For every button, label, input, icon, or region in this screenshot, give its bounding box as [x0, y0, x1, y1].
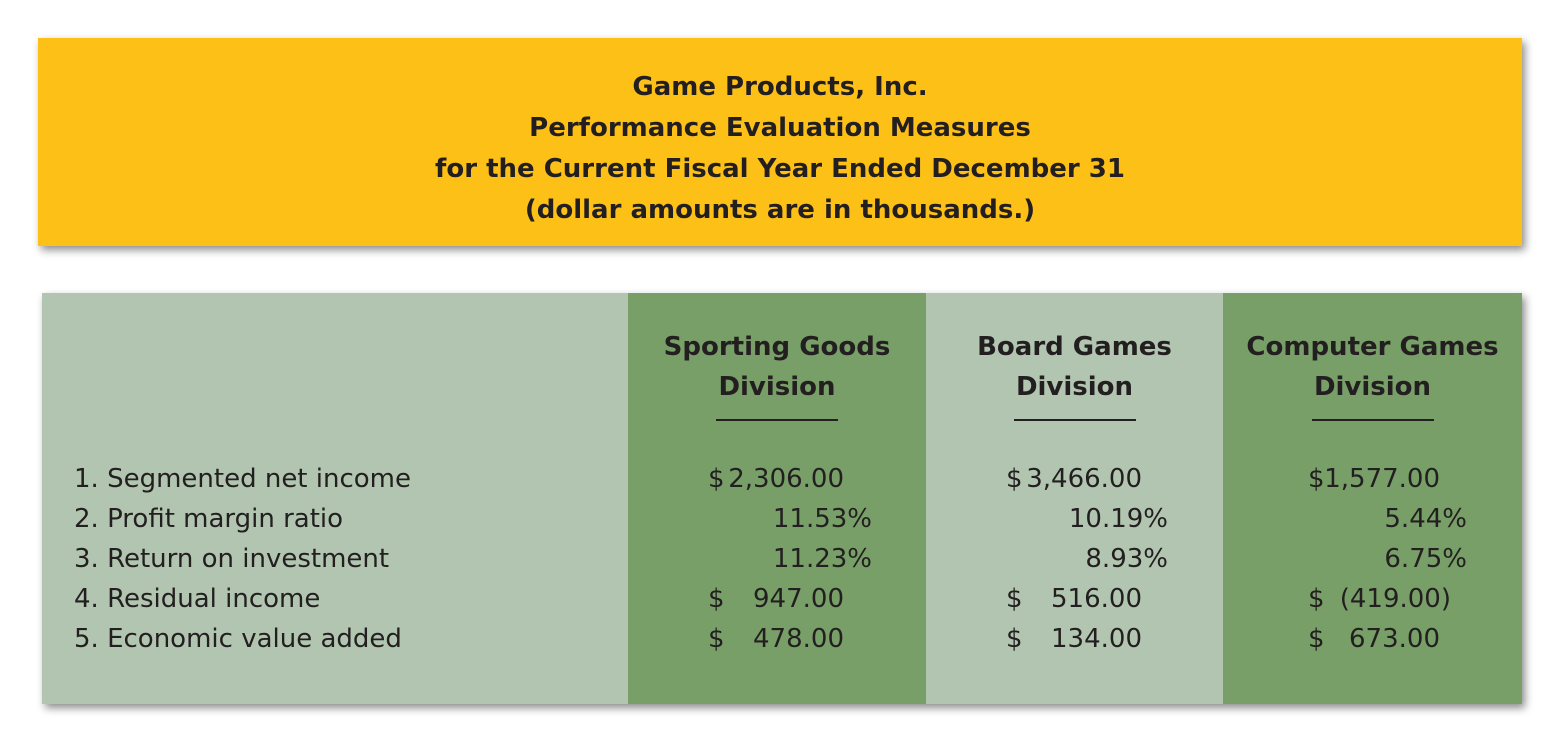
cell-value: 2,306.00 — [728, 464, 844, 494]
currency-symbol: $ — [708, 584, 725, 614]
column-computer-games: Computer Games Division — [1223, 293, 1522, 704]
row-label: 2. Profit margin ratio — [74, 504, 344, 534]
cell-value: 8.93% — [1085, 544, 1168, 574]
row-label: 3. Return on investment — [74, 544, 390, 574]
currency-symbol: $ — [1308, 624, 1325, 654]
column-header: Board Games Division — [926, 327, 1223, 407]
cell-value: 6.75% — [1384, 544, 1467, 574]
cell-value: 478.00 — [753, 624, 844, 654]
cell-value: 516.00 — [1051, 584, 1142, 614]
cell-value: 11.23% — [772, 544, 872, 574]
currency-symbol: $ — [708, 464, 725, 494]
cell-value: 3,466.00 — [1026, 464, 1142, 494]
cell-value: 5.44% — [1384, 504, 1467, 534]
cell-value: 11.53% — [772, 504, 872, 534]
report-note: (dollar amounts are in thousands.) — [524, 195, 1036, 225]
row-label: 5. Economic value added — [74, 624, 402, 654]
column-header-line2: Division — [718, 372, 836, 402]
cell-value: (419.00) — [1339, 584, 1451, 614]
column-header: Computer Games Division — [1223, 327, 1522, 407]
column-header-line2: Division — [1313, 372, 1432, 402]
header-underline — [1311, 419, 1434, 421]
column-sporting-goods: Sporting Goods Division — [628, 293, 926, 704]
currency-symbol: $ — [1308, 464, 1325, 494]
row-label: 1. Segmented net income — [74, 464, 411, 494]
report-title: Performance Evaluation Measures — [529, 113, 1031, 143]
company-name: Game Products, Inc. — [632, 72, 928, 102]
currency-symbol: $ — [1308, 584, 1325, 614]
column-header-line2: Division — [1015, 372, 1134, 402]
cell-value: 1,577.00 — [1324, 464, 1440, 494]
performance-table: Sporting Goods Division Board Games Divi… — [42, 293, 1522, 704]
row-label: 4. Residual income — [74, 584, 321, 614]
currency-symbol: $ — [1006, 584, 1023, 614]
cell-value: 10.19% — [1068, 504, 1168, 534]
column-header-line1: Board Games — [977, 332, 1172, 362]
column-board-games: Board Games Division — [926, 293, 1223, 704]
title-banner: Game Products, Inc. Performance Evaluati… — [38, 38, 1522, 246]
cell-value: 947.00 — [753, 584, 844, 614]
cell-value: 673.00 — [1349, 624, 1440, 654]
cell-value: 134.00 — [1051, 624, 1142, 654]
currency-symbol: $ — [1006, 624, 1023, 654]
currency-symbol: $ — [1006, 464, 1023, 494]
column-header-line1: Computer Games — [1246, 332, 1499, 362]
column-header: Sporting Goods Division — [628, 327, 926, 407]
report-period: for the Current Fiscal Year Ended Decemb… — [435, 154, 1125, 184]
header-underline — [716, 419, 838, 421]
column-header-line1: Sporting Goods — [663, 332, 891, 362]
currency-symbol: $ — [708, 624, 725, 654]
header-underline — [1013, 419, 1136, 421]
